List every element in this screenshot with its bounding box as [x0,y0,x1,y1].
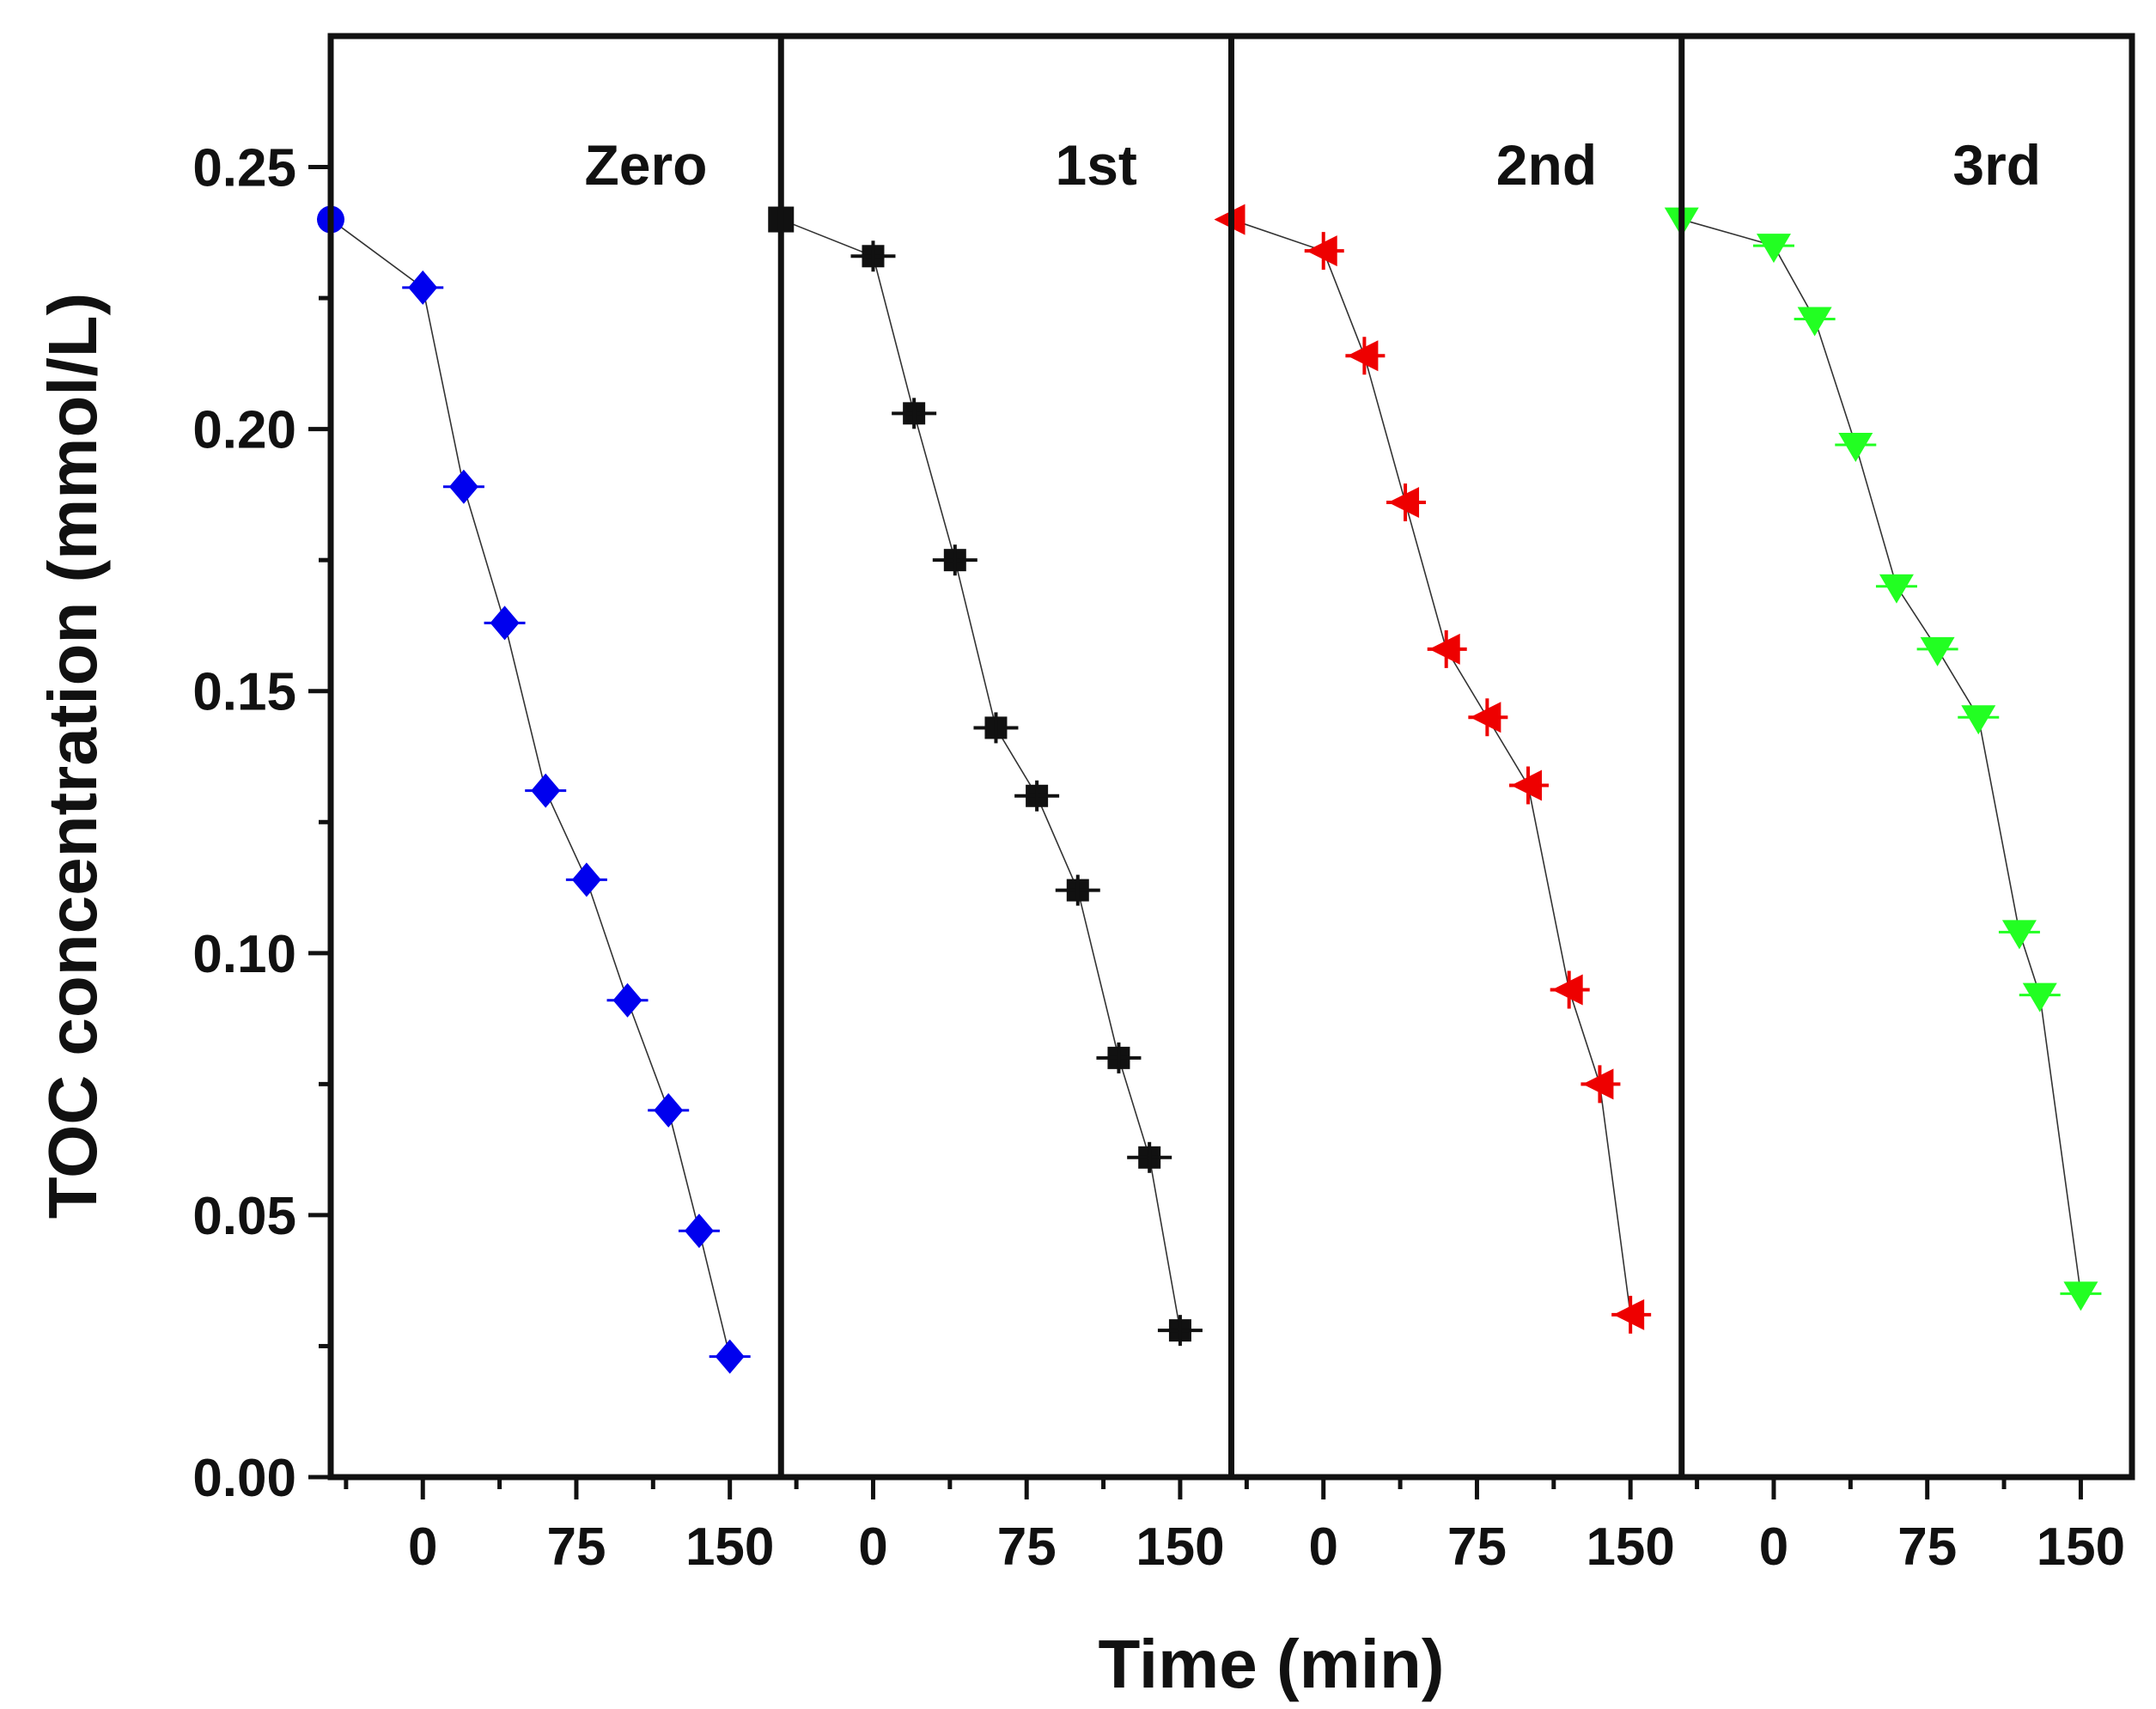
data-point [1838,432,1873,462]
x-tick-label: 75 [1897,1517,1957,1577]
panel-title: Zero [584,133,707,197]
x-tick-label: 75 [546,1517,606,1577]
data-point [2022,982,2057,1013]
x-tick-label: 150 [685,1517,774,1577]
data-point [1920,636,1955,666]
x-tick-label: 0 [858,1517,887,1577]
y-tick-label: 0.10 [192,925,296,984]
data-point [2001,920,2037,950]
data-point [1879,574,1914,604]
x-tick-label: 150 [1136,1517,1224,1577]
panel-3rd: 3rd [1664,133,2102,1311]
y-tick-label: 0.15 [192,663,296,722]
panel-zero: Zero [317,133,751,1374]
x-tick-label: 75 [1447,1517,1507,1577]
series-line [1231,218,1631,1315]
data-point [1797,307,1832,337]
panel-title: 3rd [1952,133,2041,197]
y-tick-label: 0.05 [192,1187,296,1246]
y-axis-label: TOC concentration (mmol/L) [34,293,111,1219]
data-point [1961,705,1996,735]
x-tick-label: 0 [1759,1517,1788,1577]
y-tick-label: 0.20 [192,401,296,460]
data-point [2063,1281,2098,1311]
panel-title: 1st [1056,133,1137,197]
series-line [1681,218,2082,1294]
panels-layer: Zero 1st 2nd 3rd [317,133,2102,1374]
series-line [330,218,731,1357]
x-tick-label: 0 [1308,1517,1337,1577]
panel-title: 2nd [1496,133,1597,197]
y-tick-label: 0.00 [192,1449,296,1508]
series-line [780,218,1181,1331]
x-tick-label: 150 [2037,1517,2125,1577]
data-point [1756,234,1791,264]
x-tick-label: 150 [1586,1517,1674,1577]
x-tick-label: 0 [408,1517,437,1577]
x-axis-label: Time (min) [1098,1626,1444,1702]
panel-2nd: 2nd [1214,133,1652,1334]
y-tick-label: 0.25 [192,139,296,198]
panel-1st: 1st [768,133,1203,1347]
x-tick-label: 75 [997,1517,1057,1577]
axes-layer: 0.00 0.05 0.10 0.15 0.20 0.25 0 75 150 0 75 150 0 75 1… [192,33,2135,1577]
